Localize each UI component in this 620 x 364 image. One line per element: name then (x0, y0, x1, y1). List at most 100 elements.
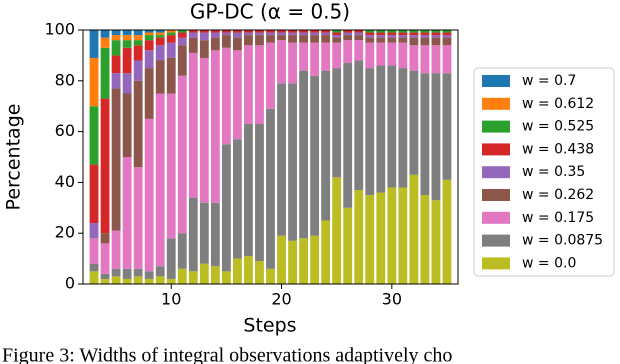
bar-segment (133, 60, 143, 81)
bar-segment (133, 276, 143, 284)
bar-segment (221, 47, 231, 145)
bar-segment (100, 30, 110, 38)
bar-segment (321, 70, 331, 221)
bar-segment (155, 60, 165, 94)
bar-segment (122, 47, 132, 74)
legend-label: w = 0.525 (522, 119, 594, 135)
legend-label: w = 0.0875 (522, 233, 603, 249)
chart-title: GP-DC (α = 0.5) (190, 0, 350, 24)
bar-segment (89, 223, 99, 239)
bar-segment (199, 30, 209, 33)
bar-segment (221, 32, 231, 36)
bar-segment (398, 32, 408, 36)
bar-segment (210, 37, 220, 51)
bar-segment (277, 35, 286, 41)
bar-segment (233, 258, 242, 284)
bar-segment (354, 60, 364, 191)
bar-segment (188, 30, 198, 33)
bar-segment (343, 207, 353, 284)
bar-segment (100, 233, 110, 244)
bar-segment (233, 50, 242, 140)
legend-label: w = 0.0 (522, 255, 576, 271)
bar-segment (299, 30, 308, 33)
y-axis-label: Percentage (3, 104, 25, 211)
bar-segment (277, 32, 286, 36)
bar-segment (166, 42, 176, 58)
bar-segment (332, 177, 342, 284)
bar-segment (365, 42, 375, 69)
bar-segment (431, 73, 441, 201)
bar-segment (442, 32, 452, 36)
legend-label: w = 0.262 (522, 187, 594, 203)
bar-segment (431, 35, 441, 38)
bar-segment (365, 195, 375, 284)
bar-segment (409, 174, 419, 284)
bar-segment (420, 73, 430, 196)
bar-segment (199, 40, 209, 58)
bar-segment (332, 35, 342, 38)
bar-segment (266, 268, 275, 284)
bar-segment (199, 202, 209, 264)
bar-segment (442, 35, 452, 38)
bar-segment (255, 32, 264, 36)
bar-segment (221, 35, 231, 48)
bar-segment (233, 37, 242, 51)
bar-segment (354, 35, 364, 41)
bar-segment (166, 238, 176, 279)
bar-segment (420, 45, 430, 74)
bar-segment (133, 268, 143, 277)
bar-segment (122, 268, 132, 279)
bar-segment (310, 35, 320, 43)
bar-segment (244, 123, 253, 257)
bar-segment (431, 30, 441, 33)
legend-swatch (482, 257, 510, 270)
bar-segment (89, 271, 99, 284)
bar-segment (177, 37, 187, 46)
bar-segment (210, 50, 220, 203)
bar-segment (343, 32, 353, 36)
bar-segment (321, 32, 331, 36)
bar-segment (133, 167, 143, 269)
bar-segment (100, 243, 110, 274)
legend-swatch (482, 120, 510, 133)
legend-box (473, 67, 615, 277)
bar-segment (299, 42, 308, 71)
x-tick-label: 30 (382, 290, 402, 309)
bar-segment (188, 32, 198, 38)
bar-segment (398, 30, 408, 33)
bar-segment (409, 70, 419, 175)
bar-segment (409, 37, 419, 46)
bar-segment (122, 73, 132, 94)
bar-segment (233, 30, 242, 33)
bar-segment (133, 45, 143, 61)
bar-segment (233, 139, 242, 259)
bar-segment (177, 233, 187, 269)
bar-segment (144, 50, 154, 69)
legend-swatch (482, 234, 510, 247)
bar-segment (111, 276, 121, 284)
bar-segment (376, 37, 386, 43)
bar-segment (321, 30, 331, 33)
bar-segment (89, 57, 99, 107)
bar-segment (255, 45, 264, 124)
bar-segment (431, 200, 441, 284)
bar-segment (100, 37, 110, 48)
bar-segment (100, 47, 110, 99)
bar-segment (288, 240, 297, 284)
bar-segment (387, 65, 397, 188)
bar-segment (420, 32, 430, 36)
bar-segment (376, 35, 386, 38)
bar-segment (255, 123, 264, 262)
bar-segment (354, 32, 364, 36)
bar-segment (310, 42, 320, 76)
bar-segment (299, 32, 308, 36)
legend-swatch (482, 97, 510, 110)
bar-segment (299, 238, 308, 284)
bar-segment (133, 80, 143, 168)
bar-segment (89, 263, 99, 272)
bar-segment (310, 30, 320, 33)
bar-segment (244, 35, 253, 46)
bar-segment (288, 30, 297, 33)
bar-segment (111, 35, 121, 41)
legend-label: w = 0.438 (522, 141, 594, 157)
